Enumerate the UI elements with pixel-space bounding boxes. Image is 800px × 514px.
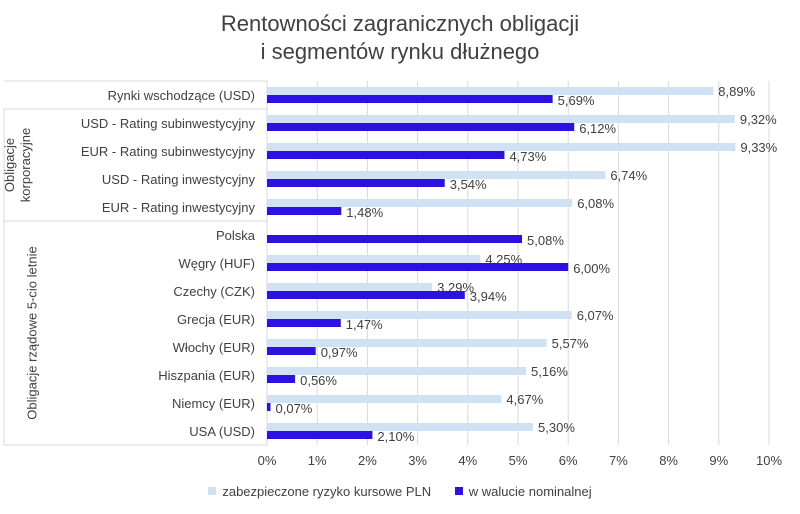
bar-hedged (267, 87, 714, 95)
data-label-nominal: 3,54% (450, 177, 487, 192)
category-label: Hiszpania (EUR) (158, 368, 255, 383)
data-label-hedged: 5,16% (531, 364, 568, 379)
x-tick-label: 9% (709, 453, 728, 468)
data-label-hedged: 6,07% (577, 308, 614, 323)
bar-hedged (267, 395, 502, 403)
bar-nominal (267, 235, 523, 243)
bar-nominal (267, 123, 575, 131)
data-label-nominal: 1,48% (346, 205, 383, 220)
data-label-nominal: 1,47% (346, 317, 383, 332)
x-tick-label: 1% (308, 453, 327, 468)
legend-item-nominal: w walucie nominalnej (454, 483, 592, 499)
data-label-nominal: 0,07% (276, 401, 313, 416)
data-label-hedged: 9,32% (740, 112, 777, 127)
category-label: EUR - Rating inwestycyjny (102, 200, 256, 215)
bar-hedged (267, 283, 433, 291)
bar-nominal (267, 375, 296, 383)
data-label-hedged: 5,57% (552, 336, 589, 351)
data-label-nominal: 0,97% (321, 345, 358, 360)
x-tick-label: 5% (509, 453, 528, 468)
category-label: Grecja (EUR) (177, 312, 255, 327)
x-tick-label: 6% (559, 453, 578, 468)
category-label: USD - Rating inwestycyjny (102, 172, 256, 187)
data-label-hedged: 5,30% (538, 420, 575, 435)
data-label-hedged: 4,67% (506, 392, 543, 407)
category-label: USD - Rating subinwestycyjny (81, 116, 256, 131)
data-label-nominal: 6,12% (579, 121, 616, 136)
legend-swatch-nominal (454, 487, 463, 495)
bar-nominal (267, 347, 316, 355)
legend-swatch-hedged (208, 487, 217, 495)
bar-hedged (267, 339, 547, 347)
chart-title-line1: Rentowności zagranicznych obligacji (220, 11, 580, 36)
data-label-hedged: 9,33% (740, 140, 777, 155)
legend-label-nominal: w walucie nominalnej (468, 483, 592, 499)
category-label: Niemcy (EUR) (172, 396, 255, 411)
legend: zabezpieczone ryzyko kursowe PLN w waluc… (0, 483, 800, 499)
x-tick-label: 10% (756, 453, 782, 468)
bar-nominal (267, 179, 445, 187)
bar-nominal (267, 207, 342, 215)
data-label-nominal: 3,94% (470, 289, 507, 304)
bar-nominal (267, 431, 373, 439)
category-label: Włochy (EUR) (173, 340, 255, 355)
x-tick-label: 3% (408, 453, 427, 468)
data-label-nominal: 2,10% (377, 429, 414, 444)
bar-hedged (267, 311, 572, 319)
data-label-nominal: 4,73% (509, 149, 546, 164)
category-label: USA (USD) (189, 424, 255, 439)
x-tick-label: 8% (659, 453, 678, 468)
data-label-nominal: 5,69% (558, 93, 595, 108)
group-label: Obligacje rządowe 5-cio letnie (25, 246, 40, 419)
bar-nominal (267, 403, 271, 411)
bar-hedged (267, 423, 534, 431)
category-label: Polska (216, 228, 256, 243)
bar-nominal (267, 95, 553, 103)
bar-hedged (267, 171, 606, 179)
data-label-hedged: 6,74% (610, 168, 647, 183)
x-tick-label: 7% (609, 453, 628, 468)
bar-hedged (267, 255, 481, 263)
legend-label-hedged: zabezpieczone ryzyko kursowe PLN (222, 483, 432, 499)
category-label: Węgry (HUF) (178, 256, 255, 271)
bar-hedged (267, 199, 573, 207)
group-label: Obligacjekorporacyjne (2, 128, 33, 202)
bar-nominal (267, 291, 465, 299)
chart-title-line2: i segmentów rynku dłużnego (260, 39, 540, 64)
bar-hedged (267, 115, 735, 123)
category-label: EUR - Rating subinwestycyjny (81, 144, 256, 159)
data-label-nominal: 6,00% (573, 261, 610, 276)
category-label: Rynki wschodzące (USD) (108, 88, 255, 103)
bar-hedged (267, 143, 736, 151)
data-label-hedged: 8,89% (718, 84, 755, 99)
bar-nominal (267, 263, 569, 271)
bar-nominal (267, 151, 505, 159)
data-label-hedged: 6,08% (577, 196, 614, 211)
category-label: Czechy (CZK) (173, 284, 255, 299)
data-label-nominal: 5,08% (527, 233, 564, 248)
x-tick-label: 4% (458, 453, 477, 468)
x-tick-label: 0% (258, 453, 277, 468)
legend-item-hedged: zabezpieczone ryzyko kursowe PLN (208, 484, 431, 499)
data-label-nominal: 0,56% (300, 373, 337, 388)
x-tick-label: 2% (358, 453, 377, 468)
chart-title: Rentowności zagranicznych obligacji i se… (0, 10, 800, 66)
bar-nominal (267, 319, 341, 327)
bar-hedged (267, 367, 527, 375)
